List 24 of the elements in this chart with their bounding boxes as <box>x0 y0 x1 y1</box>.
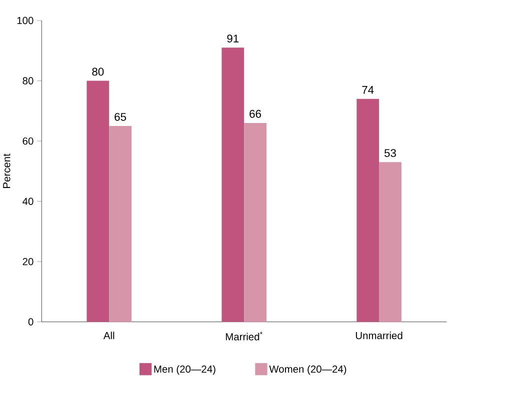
x-tick-label: Married$^{*}$ <box>226 332 262 341</box>
data-label: 74 <box>362 86 374 94</box>
bar <box>356 99 380 322</box>
y-axis-title: Percent <box>3 154 10 188</box>
x-tick-label: Unmarried <box>356 332 402 340</box>
legend-label: Men (20—24) <box>154 365 216 375</box>
y-tick-label: 0 <box>28 318 34 326</box>
y-tick-label: 60 <box>22 138 34 145</box>
y-tick-label: 80 <box>22 77 34 85</box>
bar <box>86 80 110 322</box>
data-label: 66 <box>250 110 261 118</box>
data-label: 80 <box>92 68 104 76</box>
y-tick-label: 20 <box>22 258 34 266</box>
y-tick-label: 100 <box>17 17 34 24</box>
bar <box>109 126 132 322</box>
y-tick-label: 40 <box>22 198 34 206</box>
data-label: 65 <box>114 113 126 122</box>
bar <box>244 123 266 322</box>
legend-label: Women (20—24) <box>269 365 346 375</box>
data-label: 91 <box>227 34 239 43</box>
data-label: 53 <box>384 149 396 158</box>
bar <box>222 48 244 322</box>
x-tick-label: All <box>103 332 114 340</box>
bar <box>379 162 402 322</box>
